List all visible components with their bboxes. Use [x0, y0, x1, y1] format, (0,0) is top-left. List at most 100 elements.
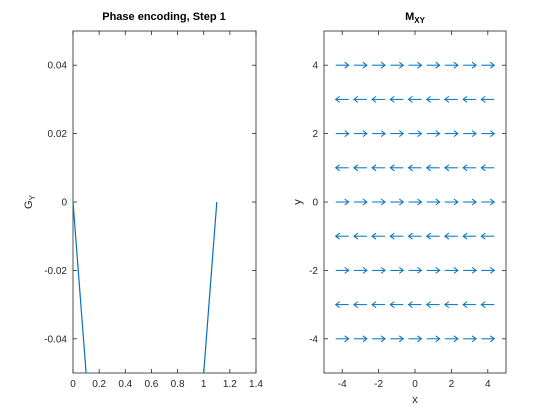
mxy-arrow	[426, 130, 441, 138]
mxy-arrow	[390, 130, 405, 138]
mxy-arrow	[335, 198, 350, 206]
mxy-arrow	[390, 335, 405, 343]
mxy-x-axis-label: x	[412, 394, 418, 406]
mxy-arrow	[353, 232, 367, 240]
phase-encoding-y-tick-label: 0.02	[48, 129, 68, 140]
mxy-arrow	[480, 232, 495, 240]
mxy-arrow	[444, 164, 458, 172]
mxy-arrow	[389, 164, 404, 172]
mxy-y-ticks: -4 -2 0 2 4	[309, 61, 506, 345]
mxy-arrow	[481, 335, 496, 343]
mxy-arrow	[444, 266, 459, 274]
mxy-arrow	[444, 232, 458, 240]
mxy-arrow	[444, 335, 459, 343]
mxy-x-tick-label: 2	[449, 379, 455, 390]
mxy-arrow	[425, 232, 440, 240]
mxy-arrow	[389, 301, 404, 309]
mxy-axes-box	[323, 30, 507, 374]
mxy-arrow	[334, 232, 349, 240]
mxy-x-tick-label: -2	[374, 379, 383, 390]
mxy-arrow	[390, 266, 405, 274]
mxy-y-tick-label: -4	[309, 334, 318, 345]
mxy-arrow	[463, 61, 477, 69]
phase-encoding-plot-area	[72, 30, 257, 374]
mxy-arrow	[426, 335, 441, 343]
mxy-arrow	[371, 164, 386, 172]
mxy-arrow	[371, 232, 386, 240]
mxy-arrow	[444, 301, 458, 309]
mxy-arrow	[353, 164, 367, 172]
mxy-arrow	[463, 198, 477, 206]
mxy-x-ticks: -4 -2 0 2 4	[338, 31, 491, 390]
mxy-arrow	[372, 61, 386, 69]
mxy-arrow	[353, 130, 368, 138]
mxy-arrow	[389, 232, 404, 240]
mxy-arrow	[425, 96, 440, 103]
mxy-arrow	[371, 301, 386, 309]
mxy-y-tick-label: -2	[309, 266, 318, 277]
phase-encoding-axes: Phase encoding, Step 1 GY 0 0.2 0.4 0.6 0.8 1…	[23, 11, 263, 390]
mxy-arrow	[335, 266, 350, 274]
mxy-plot-area	[323, 30, 507, 374]
phase-encoding-y-ticks: -0.04 -0.02 0 0.02 0.04	[44, 61, 256, 345]
phase-encoding-y-tick-label: 0.04	[48, 61, 68, 72]
mxy-title: MXY	[405, 11, 426, 25]
mxy-arrow	[426, 266, 441, 274]
phase-encoding-axes-box	[72, 30, 257, 374]
mxy-arrow	[408, 61, 423, 69]
mxy-x-tick-label: 0	[412, 379, 418, 390]
mxy-arrow	[408, 335, 423, 343]
phase-encoding-x-tick-label: 0.6	[144, 379, 158, 390]
mxy-arrow	[463, 130, 477, 138]
mxy-arrow	[480, 164, 495, 172]
mxy-arrow	[426, 198, 441, 206]
mxy-arrow	[444, 96, 458, 103]
gy-series-line	[72, 201, 87, 374]
mxy-arrow	[372, 335, 386, 343]
phase-encoding-y-tick-label: -0.04	[44, 334, 67, 345]
mxy-y-tick-label: 2	[312, 129, 318, 140]
gy-axis-label: GY	[23, 194, 37, 209]
phase-encoding-y-tick-label: 0	[61, 198, 67, 209]
mxy-arrow	[462, 301, 477, 309]
phase-encoding-x-ticks: 0 0.2 0.4 0.6 0.8 1 1.2 1.4	[70, 31, 263, 390]
mxy-arrow	[481, 61, 496, 69]
phase-encoding-x-tick-label: 1.4	[249, 379, 263, 390]
phase-encoding-x-tick-label: 1	[201, 379, 207, 390]
phase-encoding-x-tick-label: 1.2	[223, 379, 237, 390]
mxy-arrow	[462, 96, 477, 103]
mxy-arrow	[408, 266, 423, 274]
mxy-y-axis-label: y	[292, 199, 304, 205]
mxy-arrow	[463, 266, 477, 274]
phase-encoding-x-tick-label: 0.4	[118, 379, 132, 390]
mxy-arrow	[444, 198, 459, 206]
mxy-arrow	[389, 96, 404, 103]
mxy-arrow	[425, 164, 440, 172]
mxy-arrow	[390, 198, 405, 206]
mxy-arrow	[481, 266, 496, 274]
mxy-arrow	[481, 198, 496, 206]
phase-encoding-x-tick-label: 0.8	[171, 379, 185, 390]
mxy-arrow	[335, 335, 350, 343]
mxy-arrow	[372, 130, 386, 138]
gy-series-line	[203, 201, 218, 374]
mxy-arrow	[334, 301, 349, 309]
mxy-arrow	[334, 96, 349, 103]
mxy-arrow	[390, 61, 405, 69]
mxy-arrow	[335, 61, 350, 69]
mxy-arrow	[408, 198, 423, 206]
mxy-arrow	[462, 164, 477, 172]
phase-encoding-title: Phase encoding, Step 1	[102, 11, 225, 23]
mxy-arrow	[480, 301, 495, 309]
mxy-arrow	[408, 130, 423, 138]
mxy-arrow	[462, 232, 477, 240]
mxy-y-tick-label: 0	[312, 198, 318, 209]
mxy-arrow	[371, 96, 386, 103]
mxy-arrow	[372, 198, 386, 206]
mxy-arrow	[407, 96, 422, 103]
mxy-arrow	[353, 61, 368, 69]
mxy-arrow	[353, 335, 368, 343]
mxy-arrow	[480, 96, 495, 103]
mxy-arrow	[353, 301, 367, 309]
